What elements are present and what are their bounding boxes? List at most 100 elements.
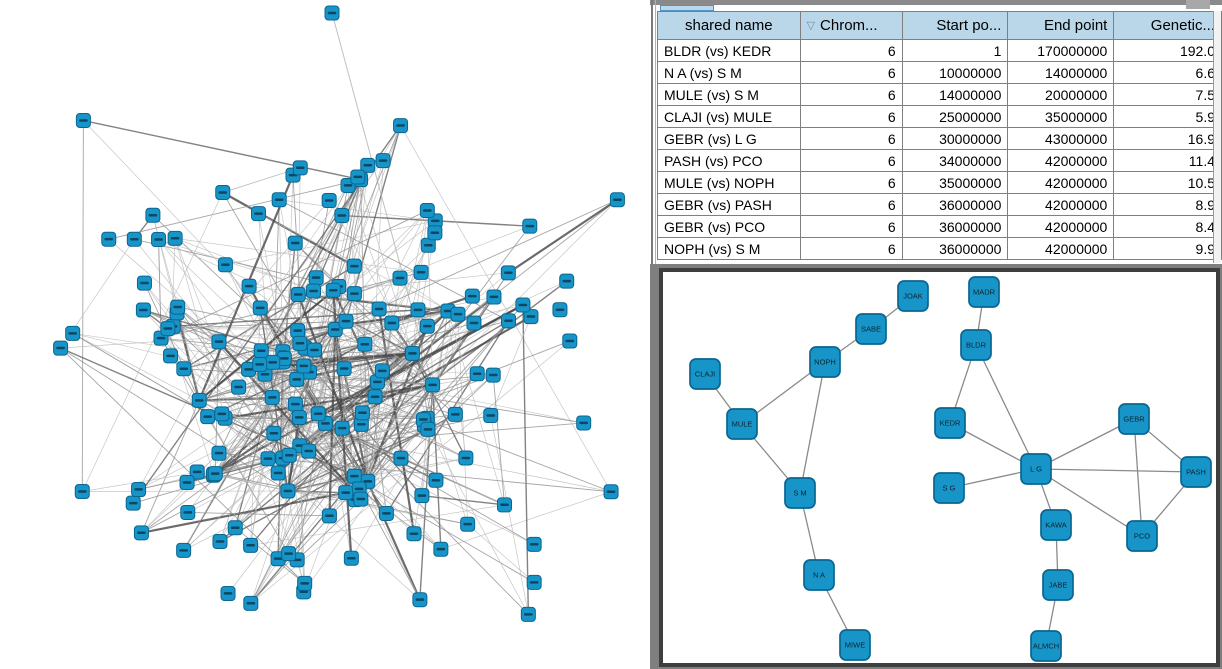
cell-value[interactable]: 6 [799,215,903,238]
node-kawa[interactable]: KAWA [1040,509,1072,541]
hairball-node[interactable] [241,278,257,294]
hairball-node[interactable] [324,5,340,21]
hairball-node[interactable] [281,447,297,463]
cell-value[interactable]: 6 [799,105,903,128]
cell-value[interactable]: 6 [799,61,903,84]
cell-value[interactable]: 42000000 [1007,193,1115,216]
cell-value[interactable]: 42000000 [1007,149,1115,172]
table-row[interactable]: CLAJI (vs) MULE 6 25000000 35000000 5.9 [657,105,1222,128]
node-gebr[interactable]: GEBR [1118,403,1150,435]
cell-shared-name[interactable]: CLAJI (vs) MULE [657,105,801,128]
hairball-node[interactable] [163,348,179,364]
hairball-node[interactable] [375,153,391,169]
cell-value[interactable]: 10.5 [1113,171,1222,194]
node-l-g[interactable]: L G [1020,453,1052,485]
cell-value[interactable]: 11.4 [1113,149,1222,172]
node-jabe[interactable]: JABE [1042,569,1074,601]
cell-value[interactable]: 6.6 [1113,61,1222,84]
hairball-node[interactable] [413,264,429,280]
cell-value[interactable]: 6 [799,171,903,194]
hairball-node[interactable] [523,309,539,325]
hairball-node[interactable] [292,160,308,176]
node-mule[interactable]: MULE [726,408,758,440]
hairball-node[interactable] [321,508,337,524]
node-madr[interactable]: MADR [968,276,1000,308]
hairball-node[interactable] [562,333,578,349]
table-row[interactable]: MULE (vs) NOPH 6 35000000 42000000 10.5 [657,171,1222,194]
hairball-node[interactable] [603,484,619,500]
hairball-node[interactable] [101,231,117,247]
hairball-node[interactable] [458,450,474,466]
cell-value[interactable]: 1 [901,39,1009,62]
cell-value[interactable]: 6 [799,127,903,150]
cell-value[interactable]: 14000000 [1007,61,1115,84]
hairball-node[interactable] [334,208,350,224]
cell-value[interactable]: 170000000 [1007,39,1115,62]
node-almch[interactable]: ALMCH [1030,630,1062,662]
hairball-node[interactable] [371,301,387,317]
hairball-node[interactable] [357,336,373,352]
hairball-node[interactable] [253,343,269,359]
hairball-node[interactable] [252,356,268,372]
hairball-node[interactable] [75,113,91,129]
hairball-node[interactable] [526,574,542,590]
cell-value[interactable]: 6 [799,193,903,216]
node-s-g[interactable]: S G [933,472,965,504]
horizontal-scrollbar-fragment[interactable] [660,5,714,11]
hairball-node[interactable] [609,192,625,208]
hairball-node[interactable] [296,358,312,374]
network-edge-LG-PASH[interactable] [1035,468,1197,473]
cell-shared-name[interactable]: NOPH (vs) S M [657,237,801,260]
hairball-node[interactable] [520,606,536,622]
hairball-node[interactable] [212,533,228,549]
hairball-node[interactable] [289,371,305,387]
cell-value[interactable]: 5.9 [1113,105,1222,128]
cell-value[interactable]: 30000000 [901,127,1009,150]
cell-value[interactable]: 35000000 [1007,105,1115,128]
node-sabe[interactable]: SABE [855,313,887,345]
hairball-node[interactable] [392,270,408,286]
cell-value[interactable]: 6 [799,237,903,260]
cell-value[interactable]: 42000000 [1007,215,1115,238]
hairball-node[interactable] [500,313,516,329]
hairball-node[interactable] [126,231,142,247]
node-noph[interactable]: NOPH [809,346,841,378]
hairball-node[interactable] [338,485,354,501]
column-header-chrom-[interactable]: ▽ Chrom... [799,11,903,40]
hairball-node[interactable] [346,468,362,484]
hairball-node[interactable] [211,445,227,461]
cell-value[interactable]: 14000000 [901,83,1009,106]
node-pash[interactable]: PASH [1180,456,1212,488]
cell-value[interactable]: 42000000 [1007,171,1115,194]
column-header-genetic-[interactable]: Genetic... [1113,11,1222,40]
hairball-node[interactable] [384,315,400,331]
hairball-node[interactable] [406,526,422,542]
scrollbar-corner-fragment[interactable] [1186,0,1210,9]
network-edge-LG-PCO[interactable] [1035,468,1143,537]
filter-funnel-icon[interactable]: ▽ [806,20,816,32]
hairball-node[interactable] [287,235,303,251]
table-row[interactable]: NOPH (vs) S M 6 36000000 42000000 9.9 [657,237,1222,260]
hairball-node[interactable] [483,408,499,424]
hairball-node[interactable] [552,302,568,318]
hairball-node[interactable] [145,207,161,223]
hairball-node[interactable] [336,361,352,377]
hairball-node[interactable] [131,481,147,497]
node-s-m[interactable]: S M [784,477,816,509]
table-row[interactable]: GEBR (vs) PCO 6 36000000 42000000 8.4 [657,215,1222,238]
hairball-node[interactable] [252,300,268,316]
hairball-node[interactable] [526,536,542,552]
table-row[interactable]: PASH (vs) PCO 6 34000000 42000000 11.4 [657,149,1222,172]
cell-value[interactable]: 6 [799,39,903,62]
hairball-node[interactable] [214,406,230,422]
hairball-node[interactable] [369,374,385,390]
cell-value[interactable]: 43000000 [1007,127,1115,150]
hairball-node[interactable] [425,377,441,393]
cell-value[interactable]: 8.4 [1113,215,1222,238]
hairball-node[interactable] [334,420,350,436]
hairball-node[interactable] [420,237,436,253]
hairball-node[interactable] [447,406,463,422]
hairball-node[interactable] [419,203,435,219]
hairball-node[interactable] [125,495,141,511]
hairball-node[interactable] [170,299,186,315]
